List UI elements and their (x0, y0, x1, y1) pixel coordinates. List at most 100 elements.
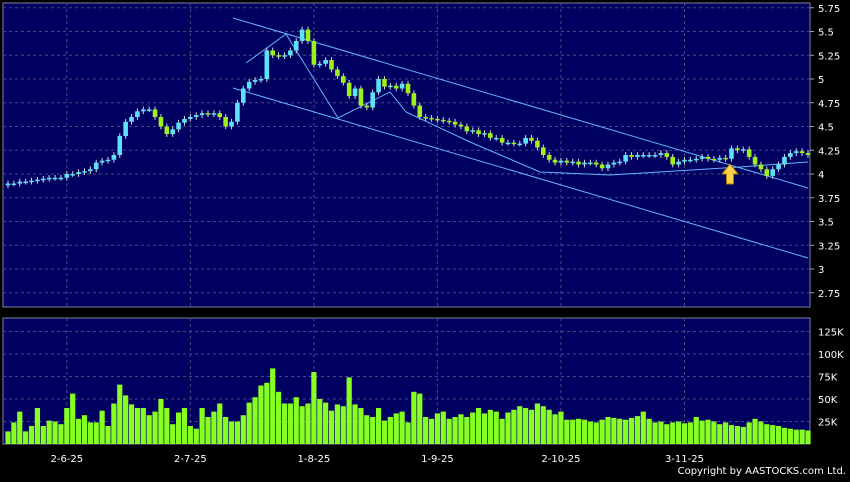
price-tick-label: 5.25 (818, 51, 840, 62)
candle-body (752, 156, 758, 165)
volume-bar (358, 408, 364, 444)
volume-tick-label: 25K (818, 418, 838, 429)
volume-bar (58, 424, 64, 444)
candle-body (452, 121, 458, 125)
candle-body (35, 179, 40, 182)
candle-body (493, 137, 499, 140)
candle-body (717, 157, 723, 160)
candle-body (217, 113, 223, 117)
volume-bar (470, 412, 476, 444)
candle-body (52, 177, 58, 180)
volume-bar (728, 425, 735, 444)
candle-body (576, 161, 581, 165)
volume-bar (581, 419, 588, 444)
candle-body (364, 105, 370, 108)
volume-bar (452, 417, 458, 444)
volume-bar (246, 402, 252, 444)
candle-body (470, 130, 476, 132)
candle-body (399, 83, 405, 89)
candle-body (582, 162, 587, 165)
candle-body (23, 181, 28, 184)
candle-body (11, 183, 17, 185)
volume-bar (117, 384, 123, 444)
date-tick-label: 1-8-25 (298, 454, 331, 465)
candle-body (570, 161, 576, 164)
date-tick-label: 2-7-25 (174, 454, 207, 465)
volume-bar (411, 391, 417, 444)
candle-body (176, 122, 181, 130)
volume-bar (240, 415, 246, 444)
volume-bar (417, 393, 423, 444)
volume-tick-label: 50K (818, 395, 838, 406)
volume-bar (317, 399, 323, 444)
volume-bar (758, 421, 764, 444)
volume-bar (346, 377, 352, 444)
volume-bar (170, 424, 176, 444)
volume-bar (534, 403, 541, 444)
price-tick-label: 2.75 (818, 289, 840, 300)
candle-body (211, 113, 217, 115)
candle-body (340, 76, 346, 83)
candle-body (417, 105, 423, 117)
candle-body (411, 93, 417, 106)
volume-bar (481, 413, 488, 444)
candle-body (652, 155, 658, 157)
candle-body (246, 81, 252, 89)
candle-body (476, 130, 481, 135)
volume-bar (34, 408, 41, 444)
candle-body (388, 85, 393, 88)
volume-bar (664, 424, 670, 444)
volume-bar (440, 411, 446, 444)
candle-body (729, 148, 734, 159)
candle-body (70, 174, 76, 176)
volume-bar (434, 413, 441, 444)
candle-body (788, 153, 793, 157)
candle-body (240, 88, 246, 103)
candle-body (440, 119, 446, 122)
price-tick-label: 4.5 (818, 123, 834, 134)
candle-body (805, 153, 811, 155)
volume-bar (52, 421, 58, 444)
candle-body (282, 55, 287, 57)
volume-bar (217, 403, 223, 444)
date-tick-label: 1-9-25 (421, 454, 454, 465)
volume-bar (499, 418, 505, 444)
candle-body (311, 41, 317, 65)
price-panel (2, 2, 811, 308)
volume-bar (87, 422, 93, 444)
volume-bar (752, 418, 758, 444)
candle-body (758, 164, 764, 170)
volume-bar (158, 399, 164, 444)
candle-body (76, 172, 81, 174)
volume-series (5, 368, 811, 444)
candle-body (646, 155, 652, 157)
price-tick-label: 3.75 (818, 194, 840, 205)
candle-body (158, 117, 164, 127)
volume-bar (199, 408, 205, 444)
candle-body (276, 55, 281, 57)
volume-bar (587, 421, 593, 444)
candle-body (629, 155, 634, 157)
volume-bar (228, 421, 235, 444)
candle-body (46, 177, 52, 180)
candle-body (617, 161, 623, 164)
candle-body (105, 159, 111, 162)
volume-bar (423, 417, 429, 444)
volume-bar (528, 409, 535, 444)
candle-body (611, 162, 617, 165)
volume-bar (446, 418, 452, 444)
volume-bar (340, 406, 346, 444)
volume-bar (305, 403, 311, 444)
candle-body (352, 88, 358, 97)
candle-body (499, 137, 505, 143)
candle-body (293, 41, 299, 51)
candle-body (264, 50, 270, 79)
volume-bar (264, 382, 270, 444)
zigzag-line (245, 33, 809, 176)
volume-bar (693, 417, 699, 444)
candle-body (623, 155, 628, 162)
volume-bar (746, 422, 752, 444)
volume-bar (658, 421, 664, 444)
price-tick-label: 4.25 (818, 146, 840, 157)
